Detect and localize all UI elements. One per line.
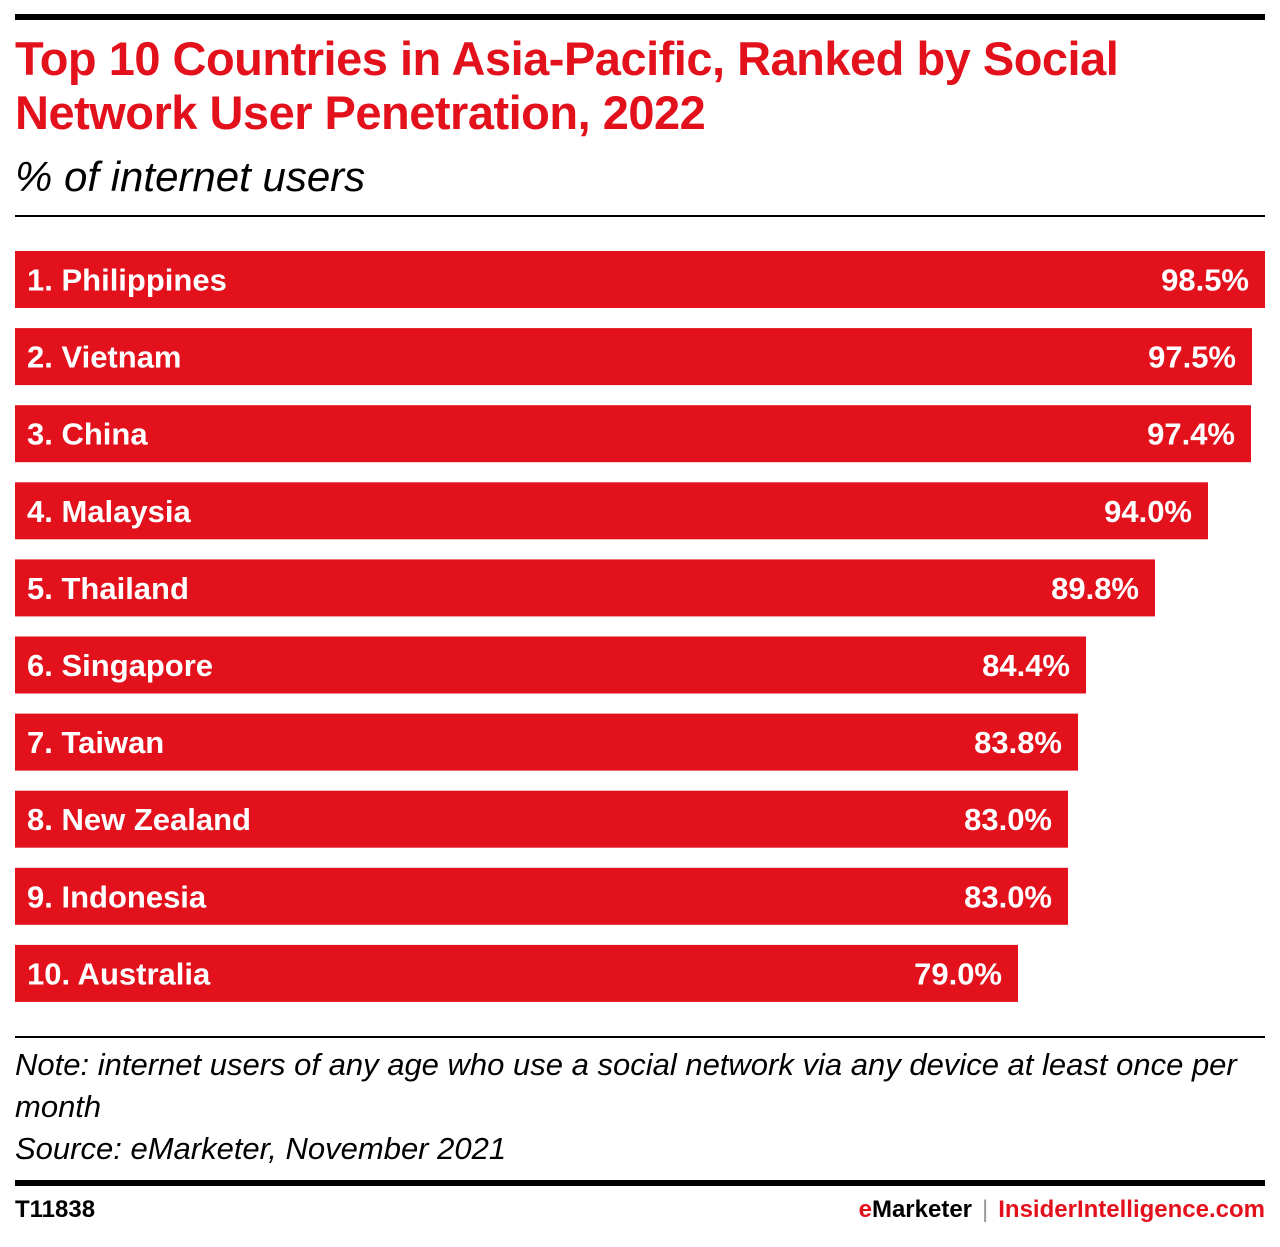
value-label: 84.4% [982,648,1070,683]
value-label: 79.0% [914,956,1002,991]
bar [15,251,1265,308]
chart-title: Top 10 Countries in Asia-Pacific, Ranked… [15,32,1119,139]
source-text: Source: eMarketer, November 2021 [15,1131,507,1166]
brand-emarketer-e: e [858,1196,872,1223]
bar [15,482,1208,540]
category-label: 4. Malaysia [27,494,191,529]
category-label: 2. Vietnam [27,340,182,375]
value-label: 98.5% [1161,263,1249,298]
category-label: 6. Singapore [27,648,213,683]
category-label: 5. Thailand [27,571,189,606]
footer: T11838 eMarketer | InsiderIntelligence.com [15,1192,1265,1228]
bar [15,405,1251,463]
top-rule [15,14,1265,20]
bar-chart: 1. Philippines 98.5% 2. Vietnam 97.5% 3. Chi… [15,251,1265,1002]
value-label: 89.8% [1051,571,1139,606]
brand-separator: | [982,1196,989,1223]
category-label: 9. Indonesia [27,879,207,914]
note-divider [15,1036,1265,1038]
header-divider [15,215,1265,217]
bar [15,790,1068,848]
chart-subtitle: % of internet users [15,153,366,200]
category-label: 7. Taiwan [27,725,164,760]
bar [15,713,1078,771]
bottom-rule [15,1180,1265,1186]
value-label: 97.4% [1147,417,1235,452]
category-label: 1. Philippines [27,263,227,298]
brand-credit: eMarketer | InsiderIntelligence.com [859,1192,1265,1228]
category-label: 10. Australia [27,956,211,991]
brand-insider-intelligence: InsiderIntelligence.com [998,1196,1265,1223]
bar [15,328,1252,386]
note-text: Note: internet users of any age who use … [15,1047,1237,1124]
value-label: 83.0% [964,879,1052,914]
bar [15,944,1018,1002]
value-label: 83.0% [964,802,1052,837]
footnote: Note: internet users of any age who use … [15,1044,1265,1170]
bar [15,867,1068,925]
category-label: 8. New Zealand [27,802,251,837]
bar [15,636,1086,694]
value-label: 97.5% [1148,340,1236,375]
value-label: 83.8% [974,725,1062,760]
chart-id: T11838 [15,1196,96,1223]
category-label: 3. China [27,417,148,452]
brand-emarketer: Marketer [871,1196,973,1223]
value-label: 94.0% [1104,494,1192,529]
bar [15,559,1155,617]
